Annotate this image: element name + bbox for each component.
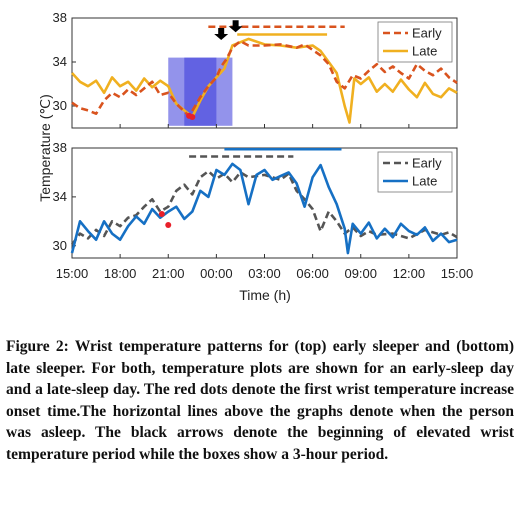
x-tick-label: 18:00 [104,266,137,281]
bottom-series-late-line [70,162,458,255]
top-y-tick-label: 34 [53,54,67,69]
x-tick-label: 00:00 [200,266,233,281]
bottom-y-tick-label: 34 [53,189,67,204]
caption-label: Figure 2: [6,338,69,355]
x-axis-label: Time (h) [239,287,291,303]
bottom-y-tick-label: 30 [53,238,67,253]
top-onset-arrow-1 [214,28,229,40]
top-series-early-line [71,39,458,118]
top-legend [377,21,453,63]
top-panel: 30 34 38 Early Late [53,10,458,129]
y-axis-label: Temperature (℃) [37,94,53,202]
bottom-series-early-line [70,169,458,246]
figure-canvas: 30 34 38 Early Late 30 34 38 Early Late 15:00 18:… [37,10,474,303]
top-legend-label-early: Early [412,26,442,41]
x-tick-label: 21:00 [152,266,185,281]
bottom-y-tick-label: 38 [53,140,67,155]
caption-text: Wrist temperature patterns for (top) ear… [6,338,514,463]
x-tick-label: 06:00 [296,266,329,281]
x-tick-label: 15:00 [441,266,474,281]
bottom-legend-label-early: Early [412,156,442,171]
bottom-onset-point-late [165,222,172,228]
top-series-late-line [71,37,458,124]
bottom-onset-point-early [158,211,165,217]
x-tick-label: 09:00 [344,266,377,281]
top-onset-point-late [189,114,196,120]
bottom-legend-label-late: Late [412,174,437,189]
x-tick-label: 03:00 [248,266,281,281]
top-y-tick-label: 30 [53,98,67,113]
figure-caption: Figure 2: Wrist temperature patterns for… [6,336,514,465]
top-onset-arrow-2 [228,20,243,33]
top-legend-label-late: Late [412,44,437,59]
bottom-panel: 30 34 38 Early Late [53,140,458,259]
x-tick-label: 15:00 [56,266,89,281]
x-tick-label: 12:00 [393,266,426,281]
top-y-tick-label: 38 [53,10,67,25]
x-axis: 15:00 18:00 21:00 00:00 03:00 06:00 09:00 12:00… [56,124,474,281]
bottom-legend [377,151,453,193]
